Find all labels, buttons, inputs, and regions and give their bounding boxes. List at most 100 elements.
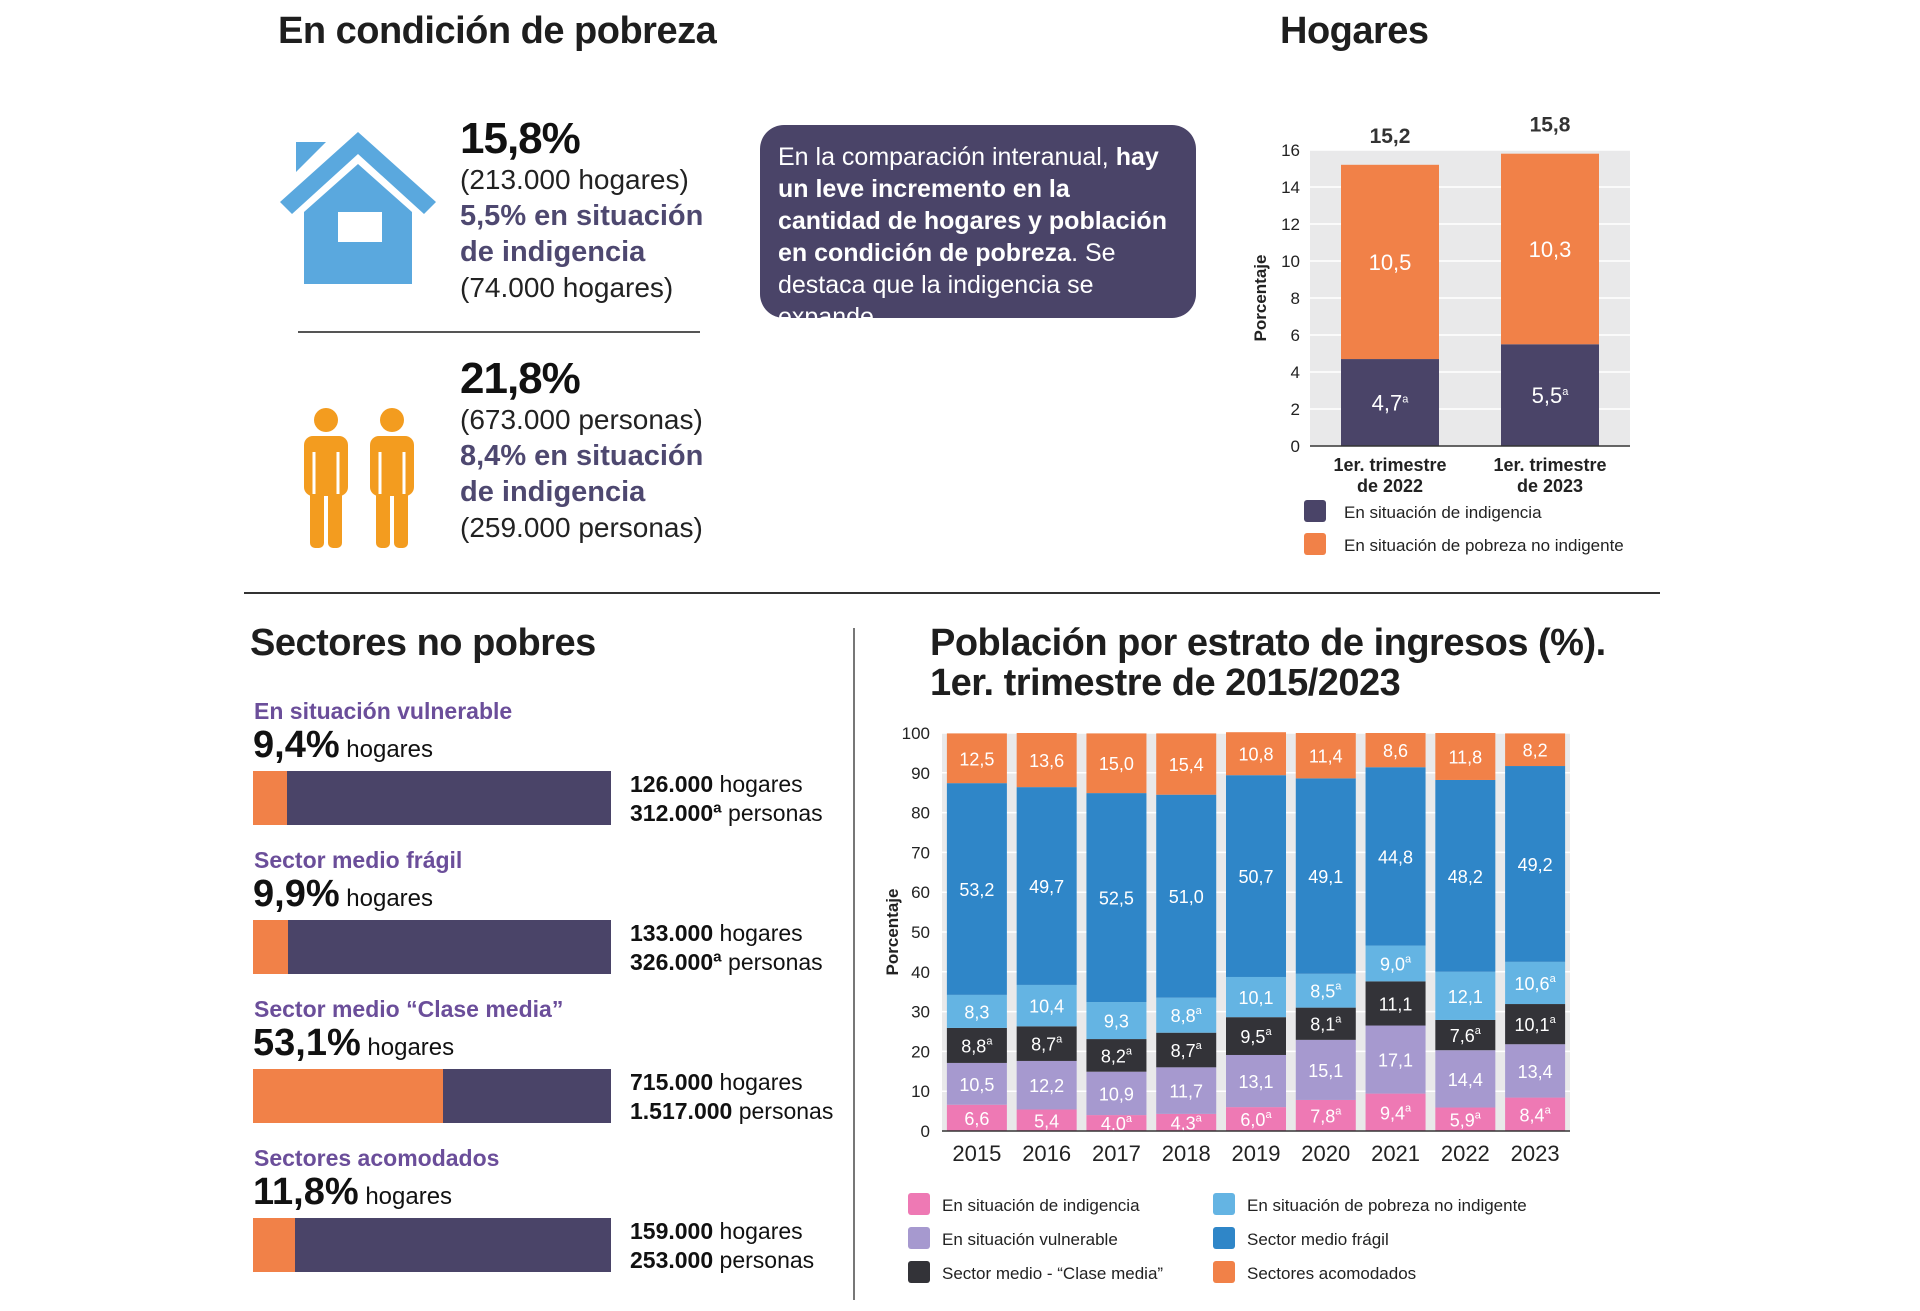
bar-segment (1365, 1025, 1426, 1094)
bar-segment (1086, 1115, 1147, 1131)
poverty-title: En condición de pobreza (278, 10, 717, 52)
bar-segment (946, 994, 1007, 1028)
legend-swatch (908, 1193, 930, 1215)
bar-segment (1435, 1050, 1496, 1108)
bar-segment (1365, 767, 1426, 946)
x-tick-label: 1er. trimestre (1493, 455, 1606, 475)
legend-label: Sector medio frágil (1247, 1230, 1389, 1249)
sector-counts: 126.000 hogares 312.000ª personas (630, 770, 823, 828)
bar-segment (946, 1027, 1007, 1063)
legend-swatch (908, 1227, 930, 1249)
y-tick-label: 10 (911, 1082, 930, 1101)
data-label: 52,5 (1099, 889, 1134, 909)
sector-hogares-num: 126.000 (630, 771, 714, 797)
data-label: 8,2a (1101, 1045, 1133, 1066)
bar-segment (1016, 733, 1077, 788)
section-divider (244, 592, 1660, 594)
data-label: 11,4 (1309, 747, 1343, 767)
x-tick-label: de 2022 (1357, 476, 1423, 496)
data-label: 14,4 (1448, 1070, 1483, 1090)
x-tick-label: 2017 (1092, 1141, 1141, 1166)
sector-pct: 9,9% hogares (253, 873, 433, 916)
strata-title-line1: Población por estrato de ingresos (%). (930, 622, 1606, 664)
legend-label: En situación de pobreza no indigente (1247, 1196, 1527, 1215)
sector-title: En situación vulnerable (254, 698, 513, 724)
bar-segment (1016, 984, 1077, 1027)
y-tick-label: 20 (911, 1042, 930, 1061)
data-label: 8,3 (964, 1002, 989, 1022)
y-tick-label: 60 (911, 883, 930, 902)
sector-personas-unit: personas (728, 949, 823, 975)
sector-counts: 715.000 hogares 1.517.000 personas (630, 1068, 833, 1126)
sector-pct-value: 53,1% (253, 1022, 361, 1064)
bar-segment (1226, 775, 1286, 977)
bar-segment (1156, 794, 1217, 998)
people-indigence-line1: 8,4% en situación (460, 440, 704, 472)
sector-personas-num: 312.000ª (630, 800, 722, 826)
sector-title: Sector medio frágil (254, 847, 463, 873)
data-label: 10,8 (1238, 745, 1273, 765)
bar-segment (1341, 164, 1439, 360)
sector-pct-unit: hogares (339, 885, 434, 912)
people-indigence-count: (259.000 personas) (460, 512, 703, 543)
bar-segment (1295, 1039, 1356, 1100)
y-tick-label: 2 (1291, 400, 1300, 419)
bar-segment (1435, 1107, 1496, 1131)
bar-segment (946, 1062, 1007, 1105)
data-label: 4,0a (1101, 1113, 1133, 1134)
x-tick-label: 2015 (952, 1141, 1001, 1166)
bar-segment (946, 1104, 1007, 1131)
bar-segment (1365, 945, 1426, 982)
x-tick-label: 1er. trimestre (1333, 455, 1446, 475)
data-label: 10,1 (1238, 988, 1273, 1008)
callout-box: En la comparación interanual, hay un lev… (760, 125, 1196, 331)
bar-segment (1226, 1107, 1286, 1131)
data-label: 15,1 (1308, 1061, 1343, 1081)
bar-segment (1295, 1099, 1356, 1131)
y-tick-label: 90 (911, 764, 930, 783)
sector-pct-value: 11,8% (253, 1171, 359, 1213)
data-label: 49,7 (1029, 877, 1064, 897)
y-tick-label: 70 (911, 843, 930, 862)
sector-bar-fill (253, 920, 288, 974)
bar-segment (1505, 1004, 1566, 1045)
y-tick-label: 80 (911, 804, 930, 823)
data-label: 12,5 (959, 749, 994, 769)
data-label: 15,0 (1099, 754, 1134, 774)
y-tick-label: 100 (902, 724, 930, 743)
households-pct: 15,8% (460, 114, 581, 163)
data-label: 50,7 (1238, 867, 1273, 887)
bar-segment (1341, 359, 1439, 446)
bar-segment (1016, 1026, 1077, 1061)
bar-segment (946, 783, 1007, 995)
bar-segment (1086, 733, 1147, 794)
x-tick-label: 2021 (1371, 1141, 1420, 1166)
bar-segment (1365, 1093, 1426, 1131)
sector-pct-unit: hogares (339, 736, 434, 763)
data-label: 10,4 (1029, 997, 1064, 1017)
y-tick-label: 50 (911, 923, 930, 942)
data-label: 11,1 (1379, 994, 1413, 1014)
sector-bar (253, 771, 611, 825)
data-label: 8,8a (961, 1035, 993, 1056)
data-label: 5,4 (1034, 1111, 1059, 1131)
sector-hogares-num: 159.000 (630, 1218, 714, 1244)
legend-label: En situación vulnerable (942, 1230, 1118, 1249)
bar-segment (1086, 793, 1147, 1003)
people-icon (304, 408, 414, 548)
data-label: 4,7a (1372, 391, 1410, 416)
people-indigence-line2: de indigencia (460, 476, 646, 508)
x-tick-label: 2020 (1301, 1141, 1350, 1166)
data-label: 17,1 (1378, 1051, 1413, 1071)
sector-title: Sectores acomodados (254, 1145, 500, 1171)
bar-segment (1295, 1007, 1356, 1040)
data-label: 10,1a (1515, 1014, 1557, 1035)
data-label: 10,6a (1515, 973, 1557, 994)
column-divider (853, 628, 855, 1300)
sector-hogares-unit: hogares (719, 1069, 803, 1095)
hogares-chart: 0 2 4 6 8 10 12 14 16 Porcentaje 4,7a 10,5 15,2 1er. … (1251, 114, 1630, 555)
data-label: 13,1 (1238, 1072, 1273, 1092)
data-label: 8,6 (1383, 741, 1408, 761)
sector-bar (253, 1069, 611, 1123)
poverty-divider (298, 331, 700, 333)
